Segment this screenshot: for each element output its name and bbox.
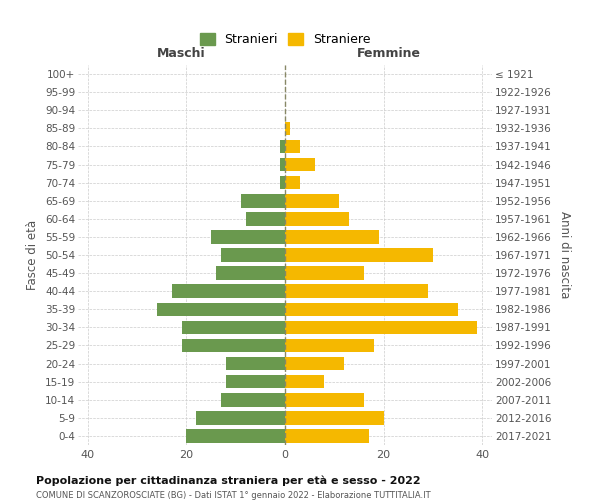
Bar (285, 266, 364, 280)
Bar (187, 429, 285, 442)
Bar (226, 357, 285, 370)
Bar (285, 158, 314, 172)
Bar (211, 230, 285, 243)
Bar (285, 284, 428, 298)
Bar (245, 212, 285, 226)
Bar (182, 338, 285, 352)
Bar (280, 158, 285, 172)
Bar (172, 284, 285, 298)
Y-axis label: Anni di nascita: Anni di nascita (559, 212, 571, 298)
Bar (285, 212, 349, 226)
Bar (285, 375, 325, 388)
Text: Femmine: Femmine (356, 46, 421, 60)
Bar (285, 122, 290, 135)
Legend: Stranieri, Straniere: Stranieri, Straniere (196, 30, 374, 50)
Bar (285, 320, 477, 334)
Bar (182, 320, 285, 334)
Bar (280, 176, 285, 190)
Bar (241, 194, 285, 207)
Text: Popolazione per cittadinanza straniera per età e sesso - 2022: Popolazione per cittadinanza straniera p… (36, 476, 421, 486)
Bar (226, 375, 285, 388)
Bar (285, 429, 369, 442)
Bar (196, 411, 285, 424)
Bar (221, 393, 285, 406)
Bar (157, 302, 285, 316)
Y-axis label: Fasce di età: Fasce di età (26, 220, 40, 290)
Bar (285, 230, 379, 243)
Bar (285, 357, 344, 370)
Bar (285, 194, 339, 207)
Bar (216, 266, 285, 280)
Bar (280, 140, 285, 153)
Bar (285, 411, 383, 424)
Bar (285, 302, 458, 316)
Bar (221, 248, 285, 262)
Bar (285, 393, 364, 406)
Text: COMUNE DI SCANZOROSCIATE (BG) - Dati ISTAT 1° gennaio 2022 - Elaborazione TUTTIT: COMUNE DI SCANZOROSCIATE (BG) - Dati IST… (36, 491, 431, 500)
Text: Maschi: Maschi (157, 46, 206, 60)
Bar (285, 176, 300, 190)
Bar (285, 338, 374, 352)
Bar (285, 248, 433, 262)
Bar (285, 140, 300, 153)
